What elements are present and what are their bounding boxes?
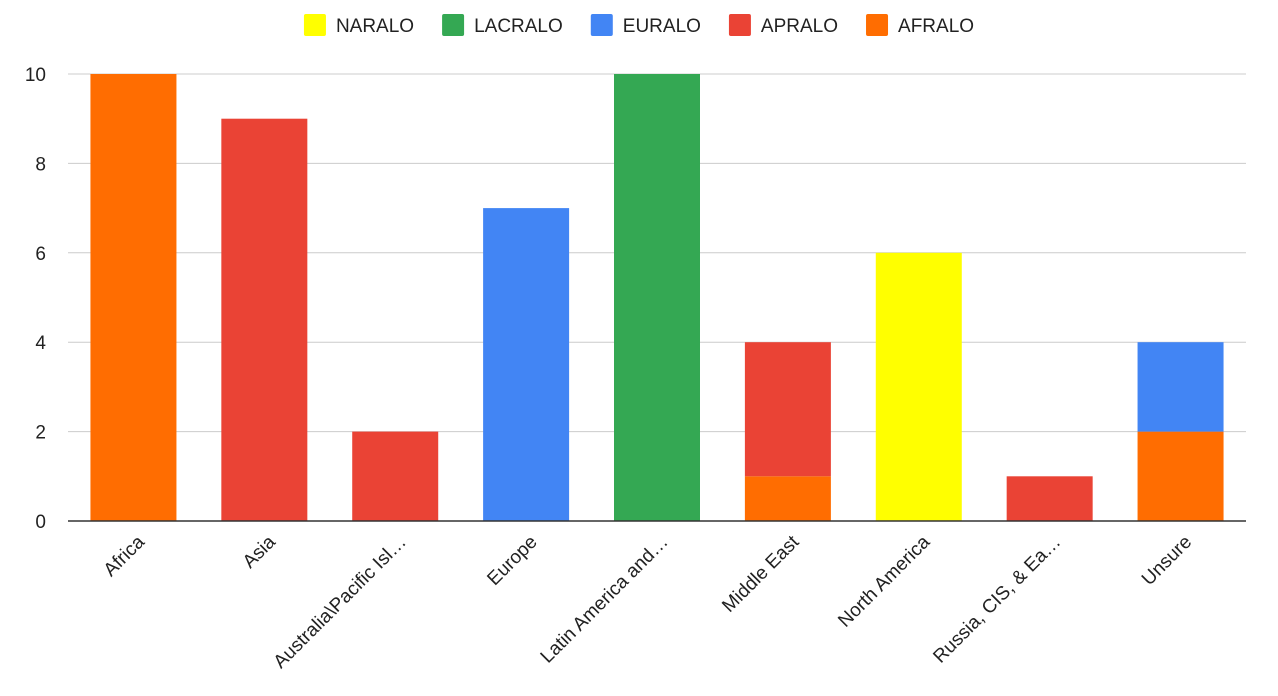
legend-item-naralo[interactable]: NARALO (303, 14, 414, 37)
x-tick-label: Australia\Pacific Isl… (270, 532, 411, 673)
x-tick-label: North America (834, 531, 934, 631)
legend-label: LACRALO (474, 16, 563, 37)
bar-segment-afralo (90, 74, 177, 521)
bar-segment-euralo (483, 208, 570, 521)
legend-swatch (728, 14, 751, 36)
y-tick-label: 2 (35, 423, 46, 444)
y-tick-label: 10 (25, 65, 46, 86)
bar-segment-apralo (221, 118, 308, 521)
legend-swatch (303, 14, 326, 36)
legend-swatch (442, 14, 465, 36)
legend-item-apralo[interactable]: APRALO (728, 14, 838, 37)
bar-segment-euralo (1137, 342, 1224, 432)
bar-segment-apralo (744, 342, 831, 477)
y-tick-label: 6 (35, 244, 46, 265)
x-tick-label: Middle East (718, 531, 804, 617)
bar-segment-lacralo (614, 74, 700, 521)
y-tick-label: 8 (35, 154, 46, 175)
bar-segment-afralo (744, 476, 831, 521)
x-tick-label: Africa (100, 531, 149, 580)
bar-segment-afralo (1137, 431, 1224, 521)
x-tick-label: Europe (483, 532, 541, 590)
bar-segment-naralo (875, 252, 962, 522)
x-tick-label: Asia (239, 531, 280, 572)
legend-label: EURALO (623, 16, 701, 37)
x-tick-label: Unsure (1138, 532, 1196, 590)
legend-swatch (866, 14, 889, 36)
legend: NARALO LACRALO EURALO APRALO AFRALO (303, 14, 974, 37)
legend-item-lacralo[interactable]: LACRALO (442, 14, 563, 37)
legend-label: NARALO (336, 16, 414, 37)
y-tick-label: 0 (35, 512, 46, 533)
bar-segment-apralo (352, 431, 439, 521)
x-tick-label: Russia, CIS, & Ea… (929, 532, 1065, 668)
legend-label: APRALO (761, 16, 838, 37)
y-tick-label: 4 (35, 333, 46, 354)
legend-item-euralo[interactable]: EURALO (590, 14, 701, 37)
bar-segment-apralo (1006, 476, 1093, 521)
bars (90, 74, 1224, 522)
x-tick-label: Latin America and… (537, 532, 673, 668)
legend-label: AFRALO (898, 16, 974, 37)
legend-swatch (590, 14, 613, 36)
legend-item-afralo[interactable]: AFRALO (866, 14, 974, 37)
